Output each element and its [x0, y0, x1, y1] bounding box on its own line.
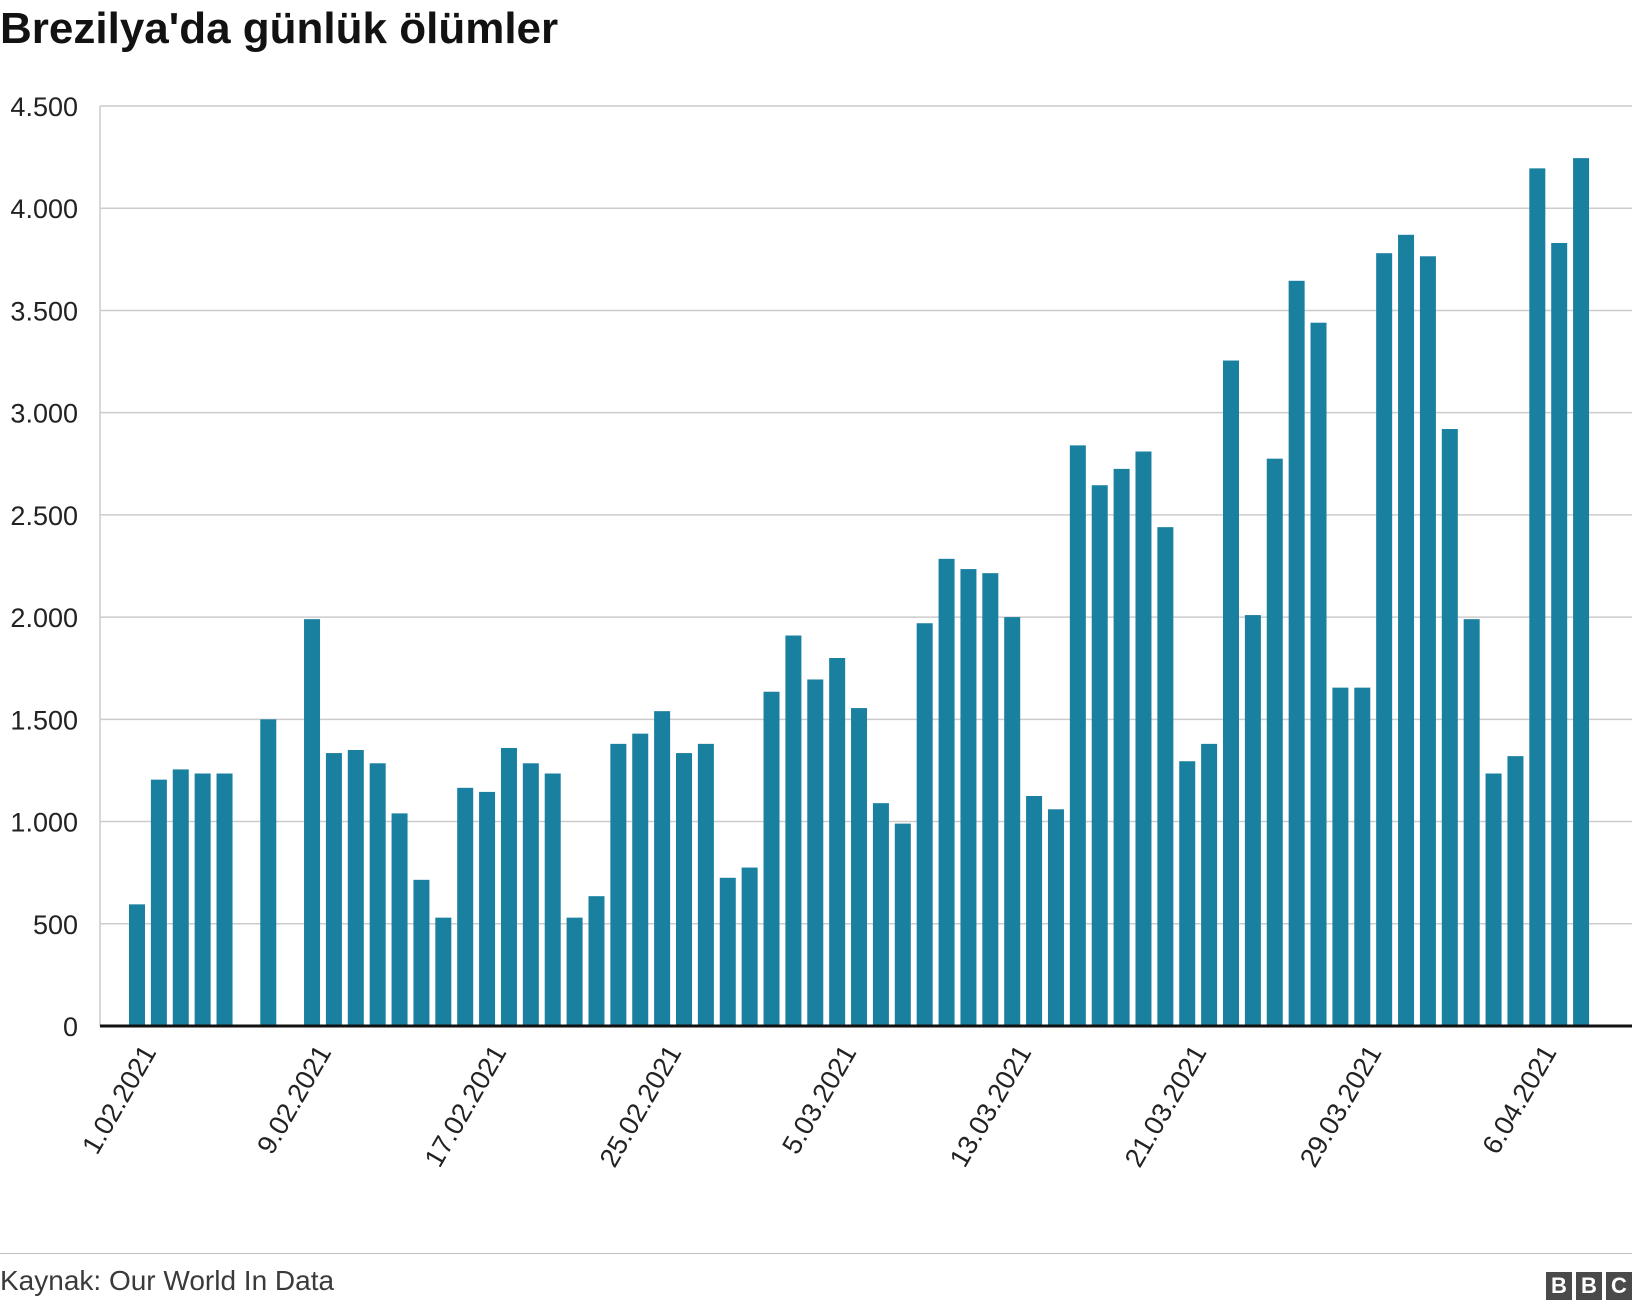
x-tick-label: 6.04.2021: [1476, 1040, 1562, 1159]
bar: [1529, 168, 1546, 1027]
y-tick-label: 2.000: [10, 603, 78, 633]
bar: [1047, 809, 1064, 1026]
bar: [1376, 253, 1393, 1026]
bar: [544, 773, 561, 1026]
bar: [851, 708, 868, 1026]
bar: [938, 558, 955, 1026]
x-tick-label: 13.03.2021: [944, 1040, 1038, 1172]
chart-title: Brezilya'da günlük ölümler: [0, 4, 559, 53]
bar: [872, 803, 889, 1026]
y-tick-label: 4.000: [10, 194, 78, 224]
bar: [150, 779, 167, 1026]
bar: [1463, 619, 1480, 1026]
logo-letter: B: [1546, 1272, 1572, 1300]
bar: [1004, 617, 1021, 1026]
bar: [1398, 234, 1415, 1027]
bar: [1026, 796, 1043, 1026]
bar: [1551, 242, 1568, 1027]
x-tick-label: 9.02.2021: [251, 1040, 337, 1159]
bar: [763, 691, 780, 1026]
footer-divider: [0, 1253, 1632, 1254]
bbc-logo: B B C: [1546, 1272, 1632, 1300]
bar: [1157, 527, 1174, 1026]
y-tick-label: 1.500: [10, 705, 78, 735]
y-tick-label: 1.000: [10, 808, 78, 838]
bar: [1441, 429, 1458, 1026]
x-tick-label: 17.02.2021: [419, 1040, 513, 1172]
bar: [982, 573, 999, 1026]
bar: [916, 623, 933, 1026]
bar: [1223, 360, 1239, 1026]
bar: [1201, 743, 1218, 1026]
logo-letter: C: [1606, 1272, 1632, 1300]
bar: [829, 658, 846, 1026]
bar: [1266, 458, 1283, 1026]
bar: [566, 917, 583, 1026]
bar: [522, 763, 539, 1026]
bar: [500, 747, 517, 1026]
bar: [1288, 280, 1305, 1026]
x-tick-label: 21.03.2021: [1119, 1040, 1213, 1172]
bar: [1485, 773, 1502, 1026]
bar: [172, 769, 189, 1026]
bar: [435, 917, 452, 1026]
bar: [894, 823, 911, 1026]
bar: [347, 750, 364, 1026]
bars: [129, 158, 1590, 1027]
bar: [369, 763, 386, 1026]
x-tick-label: 1.02.2021: [76, 1040, 162, 1159]
bar: [1310, 322, 1327, 1027]
bar: [304, 619, 321, 1026]
bar: [1573, 158, 1590, 1026]
bar-chart: 0 500 1.000 1.500 2.000 2.500 3.000 3.500 4.000 4…: [10, 92, 1632, 1172]
bar: [260, 719, 277, 1026]
bar: [194, 773, 211, 1026]
y-tick-label: 2.500: [10, 501, 78, 531]
bar: [1069, 445, 1086, 1026]
y-tick-label: 0: [63, 1012, 78, 1042]
bar: [1332, 687, 1349, 1026]
x-tick-label: 25.02.2021: [594, 1040, 688, 1172]
y-tick-label: 500: [33, 910, 78, 940]
logo-letter: B: [1576, 1272, 1602, 1300]
x-axis-ticks: 1.02.2021 9.02.2021 17.02.2021 25.02.2021 5.…: [76, 1040, 1562, 1172]
bar: [697, 743, 714, 1026]
bar: [719, 877, 736, 1026]
bar: [610, 743, 627, 1026]
bar: [676, 753, 692, 1026]
bar: [1113, 468, 1130, 1026]
y-tick-label: 4.500: [10, 92, 78, 122]
bar: [325, 753, 342, 1026]
bar: [588, 896, 605, 1026]
bar: [216, 773, 233, 1026]
bar: [632, 733, 649, 1026]
bar: [413, 879, 430, 1026]
bar: [391, 813, 408, 1026]
bar: [654, 711, 671, 1026]
bar: [807, 679, 824, 1026]
bar: [1179, 761, 1196, 1026]
bar: [1135, 451, 1152, 1026]
y-axis-ticks: 0 500 1.000 1.500 2.000 2.500 3.000 3.500 4.000 4…: [10, 92, 78, 1042]
source-note: Kaynak: Our World In Data: [0, 1265, 335, 1296]
bar: [1507, 756, 1524, 1026]
y-tick-label: 3.500: [10, 296, 78, 326]
x-tick-label: 5.03.2021: [776, 1040, 862, 1159]
bar: [1354, 687, 1371, 1026]
bar: [960, 569, 977, 1026]
bar: [457, 787, 474, 1026]
bar: [479, 791, 496, 1026]
bar: [129, 904, 145, 1026]
x-tick-label: 29.03.2021: [1294, 1040, 1388, 1172]
bar: [741, 867, 758, 1026]
bar: [1419, 256, 1436, 1026]
bar: [1244, 615, 1261, 1026]
bar: [785, 635, 802, 1026]
y-tick-label: 3.000: [10, 399, 78, 429]
bar: [1091, 485, 1108, 1026]
